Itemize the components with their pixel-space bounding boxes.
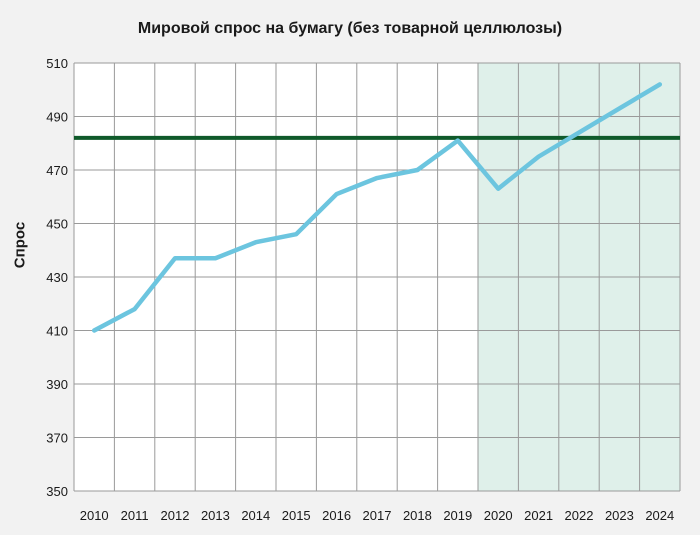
x-tick-label: 2016 — [322, 508, 351, 523]
y-tick-label: 450 — [46, 217, 68, 232]
x-tick-label: 2010 — [80, 508, 109, 523]
y-tick-label: 350 — [46, 484, 68, 499]
y-tick-label: 430 — [46, 270, 68, 285]
x-tick-label: 2013 — [201, 508, 230, 523]
y-tick-label: 390 — [46, 377, 68, 392]
x-tick-label: 2019 — [443, 508, 472, 523]
y-tick-label: 510 — [46, 56, 68, 71]
x-tick-label: 2018 — [403, 508, 432, 523]
y-tick-label: 490 — [46, 110, 68, 125]
x-tick-label: 2020 — [484, 508, 513, 523]
x-tick-label: 2014 — [241, 508, 270, 523]
y-tick-label: 370 — [46, 431, 68, 446]
x-tick-label: 2011 — [121, 508, 149, 523]
x-tick-label: 2015 — [282, 508, 311, 523]
x-tick-label: 2024 — [645, 508, 674, 523]
chart-title: Мировой спрос на бумагу (без товарной це… — [137, 20, 563, 37]
x-tick-label: 2017 — [363, 508, 392, 523]
x-tick-label: 2021 — [524, 508, 553, 523]
x-tick-label: 2023 — [605, 508, 634, 523]
y-tick-label: 470 — [46, 163, 68, 178]
y-tick-label: 410 — [46, 324, 68, 339]
x-tick-label: 2012 — [161, 508, 190, 523]
x-tick-label: 2022 — [565, 508, 594, 523]
